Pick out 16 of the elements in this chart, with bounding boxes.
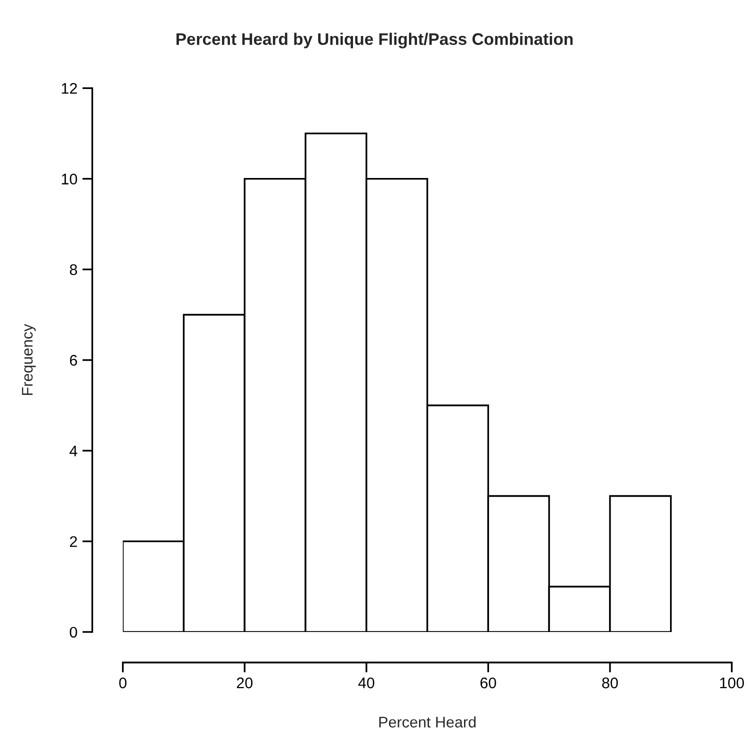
- y-tick-label: 4: [70, 446, 78, 456]
- chart-title: Percent Heard by Unique Flight/Pass Combination: [176, 32, 573, 48]
- y-tick-label: 6: [70, 354, 78, 366]
- x-tick-label: 80: [602, 678, 618, 688]
- y-tick-label: 2: [70, 536, 77, 547]
- x-axis-title: Percent Heard: [379, 716, 476, 728]
- x-tick-label: 0: [119, 678, 126, 688]
- y-tick-label: 8: [70, 264, 78, 276]
- x-tick-label: 60: [480, 678, 496, 688]
- y-axis-title: Frequency: [22, 324, 36, 395]
- x-tick-label: 100: [720, 678, 744, 688]
- x-tick-label: 20: [236, 678, 253, 688]
- y-tick-label: 0: [70, 626, 78, 638]
- x-tick-label: 40: [358, 678, 374, 688]
- y-tick-label: 12: [62, 83, 77, 94]
- y-tick-label: 10: [62, 174, 78, 184]
